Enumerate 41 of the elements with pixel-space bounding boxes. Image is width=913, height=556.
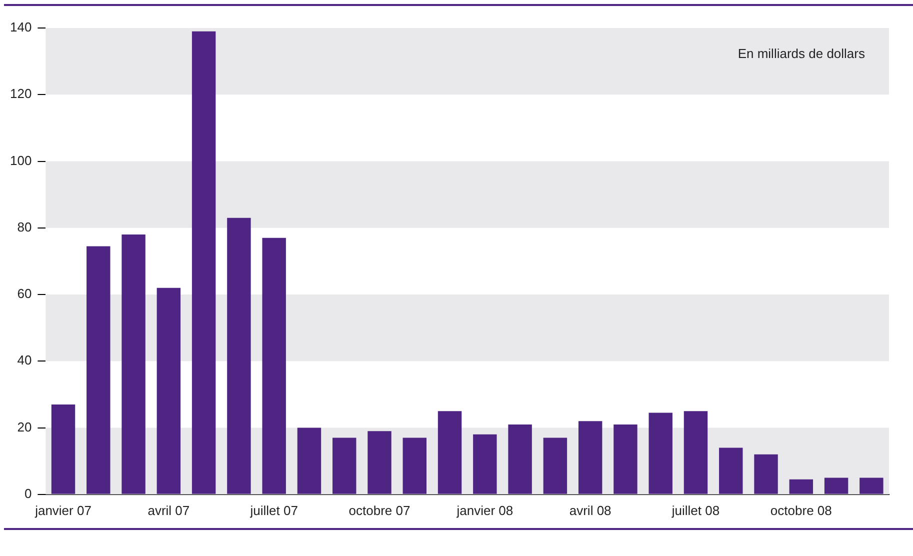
x-tick-label: avril 07 — [148, 502, 190, 518]
bar — [648, 412, 672, 494]
bar — [824, 478, 848, 494]
bar — [508, 424, 532, 494]
x-tick-label: octobre 08 — [770, 502, 832, 518]
bar — [719, 448, 743, 494]
annotation: En milliards de dollars — [738, 46, 865, 61]
bar — [262, 238, 286, 494]
y-tick-label: 140 — [10, 20, 32, 35]
bar — [543, 438, 568, 494]
x-tick-label: avril 08 — [569, 502, 612, 518]
y-tick-label: 100 — [10, 152, 32, 168]
y-tick-label: 60 — [17, 286, 32, 302]
bar — [368, 431, 392, 494]
bar — [684, 411, 708, 494]
x-tick-label: janvier 07 — [34, 502, 92, 518]
x-tick-label: janvier 08 — [456, 502, 514, 518]
bar — [156, 288, 181, 494]
y-tick-label: 40 — [17, 352, 32, 368]
x-tick-label: juillet 07 — [249, 502, 298, 518]
y-tick-label: 20 — [17, 419, 32, 434]
bar — [192, 31, 216, 494]
bar — [227, 218, 251, 494]
y-tick-label: 80 — [17, 219, 32, 234]
bar — [86, 246, 110, 494]
bar — [402, 438, 426, 494]
bar — [332, 438, 356, 494]
bar — [122, 234, 146, 494]
x-tick-label: juillet 08 — [670, 502, 720, 518]
bar — [438, 411, 462, 494]
x-tick-label: octobre 07 — [348, 502, 410, 518]
y-tick-label: 0 — [24, 486, 32, 501]
bar — [578, 421, 602, 494]
bar — [789, 479, 814, 494]
y-tick-label: 120 — [10, 86, 32, 102]
bar — [51, 404, 76, 494]
bar — [860, 478, 884, 494]
bar — [473, 434, 497, 494]
bar — [297, 428, 322, 494]
bar — [754, 454, 778, 494]
bar — [614, 424, 638, 494]
